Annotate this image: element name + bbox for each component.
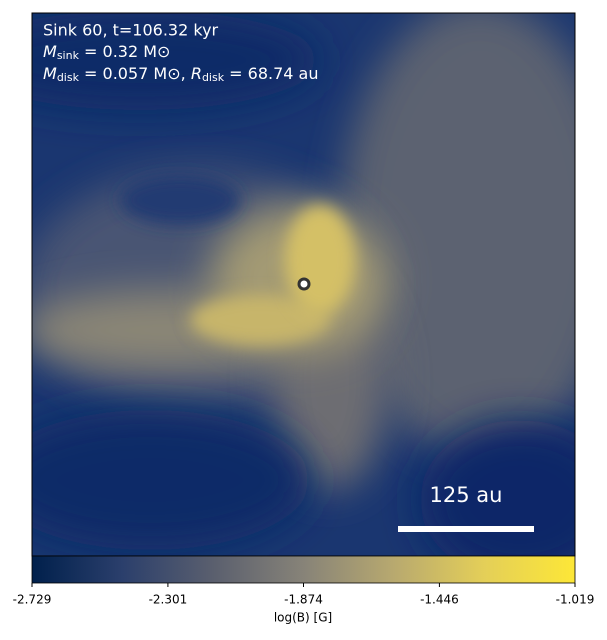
scale-bar-label: 125 au <box>430 483 503 507</box>
tick-label: -1.446 <box>420 593 459 607</box>
annotation: Mdisk = 0.057 M⊙, Rdisk = 68.74 au <box>43 64 319 85</box>
tick-label: -2.301 <box>149 593 188 607</box>
tick-label: -1.874 <box>284 593 323 607</box>
tick-label: -1.019 <box>556 593 595 607</box>
sink-marker <box>297 277 311 291</box>
colorbar-label: log(B) [G] <box>274 611 332 625</box>
scale-bar <box>398 526 534 532</box>
field-map <box>32 13 575 556</box>
tick-label: -2.729 <box>13 593 52 607</box>
annotation: Msink = 0.32 M⊙ <box>43 42 170 63</box>
colorbar <box>31 555 576 584</box>
annotation: Sink 60, t=106.32 kyr <box>43 21 219 40</box>
